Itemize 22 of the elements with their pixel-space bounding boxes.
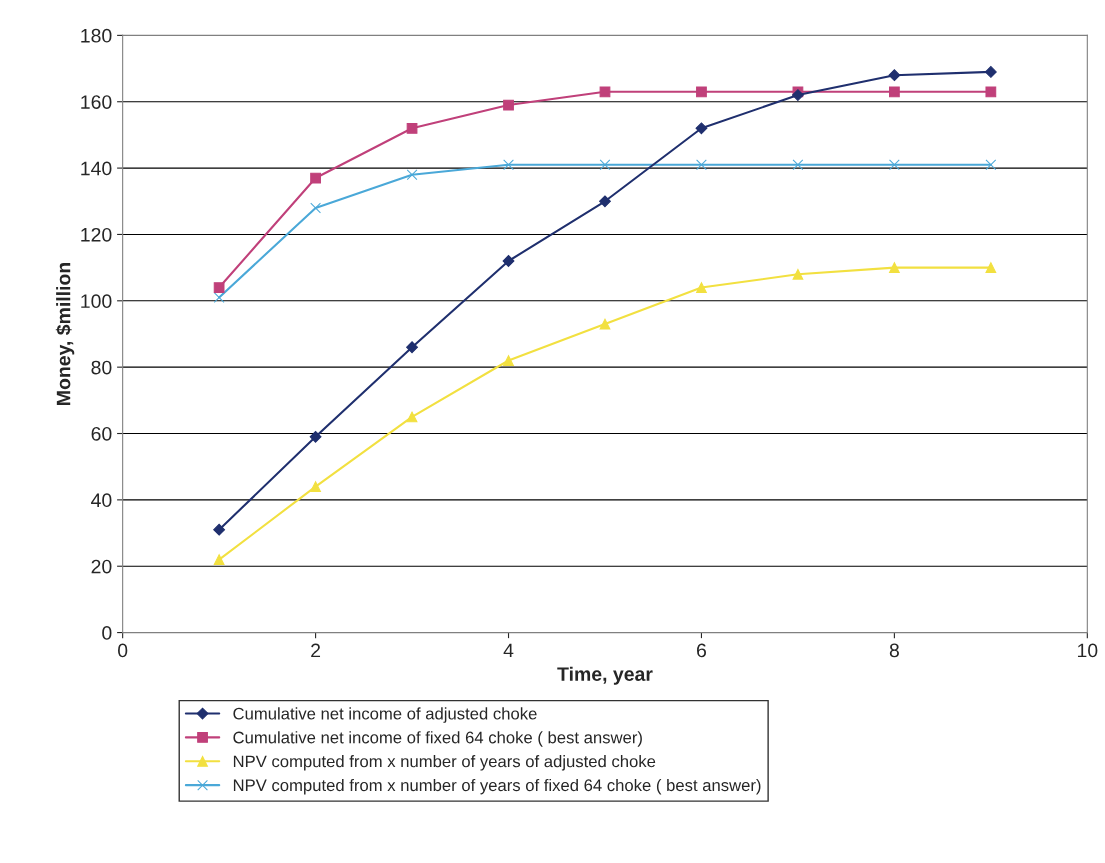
x-tick-label: 6 [697, 643, 707, 658]
y-tick-label: 100 [81, 294, 112, 309]
x-tick-label: 2 [311, 643, 321, 658]
y-tick-label: 140 [81, 161, 112, 176]
legend-label: Cumulative net income of fixed 64 choke ( best answer) [233, 731, 642, 747]
y-tick-label: 40 [91, 493, 112, 508]
y-tick-label: 60 [91, 426, 112, 441]
y-axis-title: Money, $million [55, 262, 75, 405]
y-tick-label: 160 [81, 95, 112, 109]
y-tick-label: 20 [91, 559, 112, 574]
y-tick-label: 180 [81, 28, 112, 43]
y-tick-label: 120 [81, 227, 112, 242]
y-tick-label: 80 [91, 360, 112, 375]
x-tick-label: 4 [503, 643, 514, 658]
legend-label: NPV computed from x number of years of adjusted choke [233, 755, 656, 771]
legend-label: Cumulative net income of adjusted choke [233, 707, 537, 723]
x-axis-title: Time, year [557, 666, 653, 685]
x-tick-label: 0 [118, 643, 128, 658]
y-tick-label: 0 [102, 626, 112, 640]
legend-label: NPV computed from x number of years of fixed 64 choke ( best answer) [233, 778, 761, 795]
x-tick-label: 10 [1077, 643, 1098, 658]
x-tick-label: 8 [889, 643, 899, 658]
